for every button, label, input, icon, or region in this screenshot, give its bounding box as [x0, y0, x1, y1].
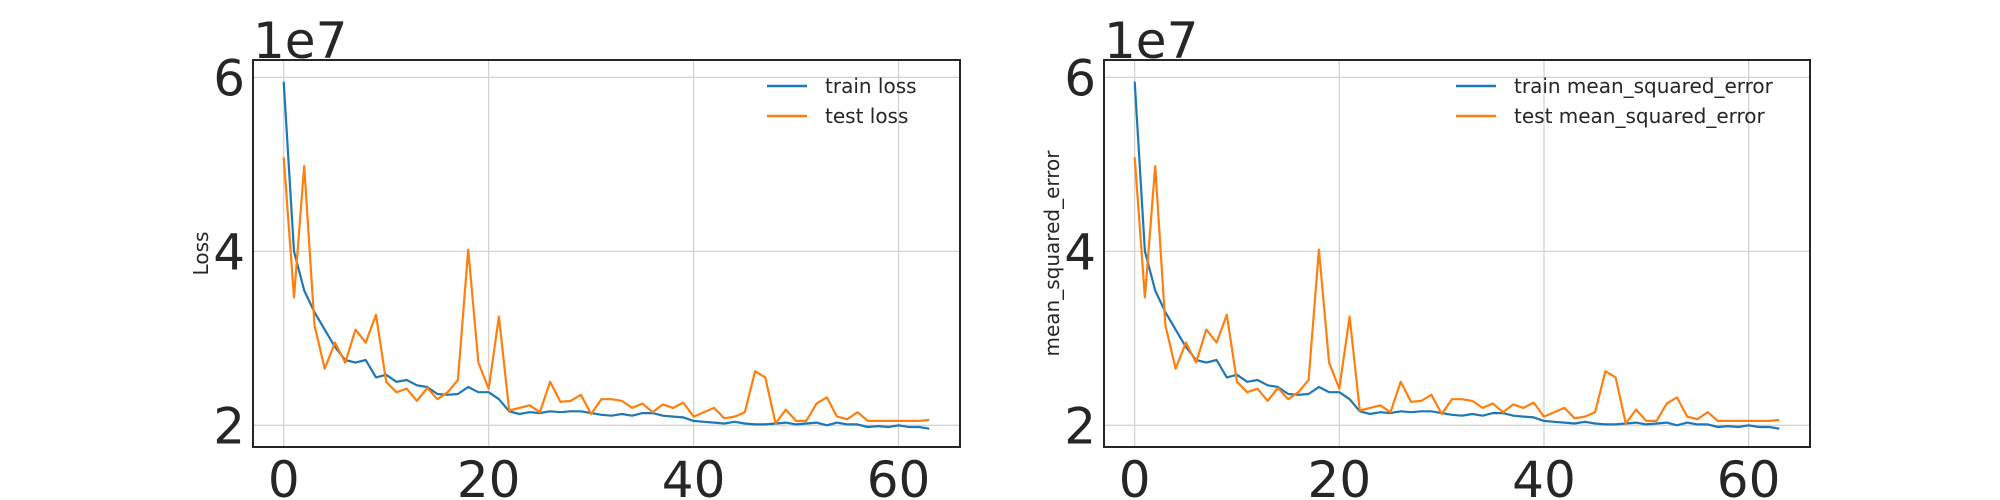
chart-mean-squared-error: 0 20 40 60 2 4 6 1e7 mean_squared_error train…: [1040, 12, 1811, 500]
series-lines: [282, 81, 930, 430]
legend-label: train mean_squared_error: [1514, 74, 1774, 98]
x-tick-label: 0: [268, 451, 300, 500]
chart-loss: 0 20 40 60 2 4 6 1e7 Loss train loss test loss: [189, 12, 961, 500]
x-tick-label: 20: [457, 451, 521, 500]
x-tick-labels: 0 20 40 60: [268, 451, 931, 500]
y-tick-label: 6: [1064, 49, 1096, 107]
legend: train loss test loss: [767, 74, 917, 128]
y-tick-label: 4: [1064, 223, 1096, 281]
y-offset-label: 1e7: [1104, 12, 1198, 70]
y-tick-label: 4: [213, 223, 245, 281]
gridlines: [1104, 60, 1810, 447]
plot-frame: [252, 59, 961, 448]
x-tick-label: 60: [867, 451, 931, 500]
y-tick-label: 2: [213, 397, 245, 455]
series-line: [282, 81, 930, 430]
legend-label: train loss: [825, 74, 917, 98]
x-tick-labels: 0 20 40 60: [1119, 451, 1781, 500]
legend-label: test loss: [825, 104, 908, 128]
series-line: [282, 157, 930, 425]
x-tick-label: 0: [1119, 451, 1151, 500]
y-tick-label: 2: [1064, 397, 1096, 455]
y-tick-label: 6: [213, 49, 245, 107]
plot-frame: [1103, 59, 1811, 448]
y-tick-labels: 2 4 6: [213, 49, 245, 455]
y-axis-label: mean_squared_error: [1040, 150, 1064, 357]
series-line: [1133, 157, 1780, 425]
y-axis-label: Loss: [189, 232, 213, 276]
series-line: [1133, 81, 1780, 430]
gridlines: [253, 60, 960, 447]
x-tick-label: 40: [1512, 451, 1576, 500]
y-tick-labels: 2 4 6: [1064, 49, 1096, 455]
x-tick-label: 40: [662, 451, 726, 500]
series-lines: [1133, 81, 1780, 430]
x-tick-label: 20: [1308, 451, 1372, 500]
x-tick-label: 60: [1717, 451, 1781, 500]
legend-label: test mean_squared_error: [1514, 104, 1766, 128]
y-offset-label: 1e7: [253, 12, 347, 70]
